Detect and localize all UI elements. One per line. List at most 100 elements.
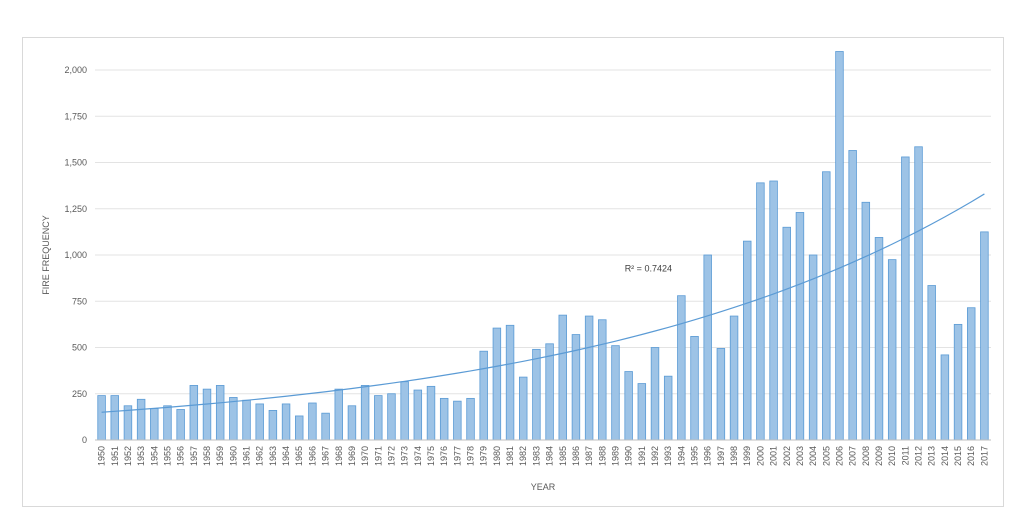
x-tick-label: 1974 (413, 446, 423, 466)
bar (808, 254, 818, 441)
y-tick-label: 1,500 (64, 158, 87, 168)
x-tick-label: 1998 (729, 446, 739, 466)
x-tick-label: 1955 (162, 446, 172, 466)
bar (97, 395, 106, 441)
bar (242, 399, 251, 441)
bar (927, 285, 936, 441)
bar (479, 350, 488, 441)
x-tick-label: 2015 (953, 446, 963, 466)
bar (558, 314, 567, 441)
gridlines (95, 69, 991, 395)
x-tick-label: 1952 (123, 446, 133, 466)
x-tick-label: 2005 (821, 446, 831, 466)
bar (347, 405, 357, 441)
x-tick-label: 1969 (347, 446, 357, 466)
y-tick-label: 2,000 (64, 65, 87, 75)
bar (308, 402, 317, 441)
bar (439, 397, 449, 441)
x-tick-label: 1967 (321, 446, 331, 466)
bar (874, 237, 884, 441)
x-tick-label: 2003 (795, 446, 805, 466)
y-tick-label: 1,750 (64, 111, 87, 121)
bar (426, 385, 436, 441)
bar (716, 348, 726, 441)
x-tick-label: 1992 (650, 446, 660, 466)
bar (887, 259, 897, 441)
bar (901, 156, 910, 441)
x-tick-label: 1971 (373, 446, 383, 466)
x-tick-label: 1991 (637, 446, 647, 466)
x-tick-label: 1978 (466, 446, 476, 466)
x-tick-label: 1981 (505, 446, 515, 466)
bars (97, 51, 989, 441)
x-tick-label: 1980 (492, 446, 502, 466)
bar (281, 403, 291, 441)
trendline (101, 193, 985, 413)
x-tick-label: 1963 (268, 446, 278, 466)
bar (848, 150, 857, 441)
x-tick-label: 1999 (742, 446, 752, 466)
x-tick-label: 1989 (610, 446, 620, 466)
x-tick-label: 1993 (663, 446, 673, 466)
bar (295, 415, 304, 441)
bar (584, 315, 594, 441)
y-tick-labels: 0 250 500 750 1,000 1,250 1,500 1,750 2,000 (64, 65, 87, 445)
bar (413, 389, 423, 441)
bar (505, 324, 515, 441)
x-tick-label: 1988 (597, 446, 607, 466)
bar (861, 201, 871, 441)
bar (400, 381, 409, 441)
y-tick-label: 500 (72, 343, 87, 353)
x-tick-labels: 1950 1951 1952 1953 1954 1955 1956 1957 1958 1959… (97, 446, 990, 466)
bar (835, 51, 844, 441)
bar (953, 323, 963, 441)
bar (611, 345, 620, 441)
x-tick-label: 1964 (281, 446, 291, 466)
x-tick-label: 1954 (149, 446, 159, 466)
bar (980, 231, 989, 441)
bar (189, 385, 199, 441)
x-tick-label: 1959 (215, 446, 225, 466)
bar (690, 335, 699, 441)
bar (637, 383, 647, 441)
x-tick-label: 1976 (439, 446, 449, 466)
bar (229, 397, 238, 441)
bar (360, 385, 370, 441)
y-tick-label: 1,250 (64, 204, 87, 214)
x-tick-label: 2014 (940, 446, 950, 466)
bar (136, 398, 146, 441)
bar (163, 405, 172, 441)
r-squared-annotation: R² = 0.7424 (625, 264, 672, 274)
bar (110, 395, 119, 441)
bar (466, 397, 475, 441)
fire-frequency-chart: 0 250 500 750 1,000 1,250 1,500 1,750 2,000 1950… (41, 51, 991, 492)
x-tick-label: 1957 (189, 446, 199, 466)
x-tick-label: 1982 (518, 446, 528, 466)
x-axis-title: YEAR (531, 482, 556, 492)
bar (492, 327, 502, 441)
x-tick-label: 2010 (887, 446, 897, 466)
x-tick-label: 1997 (716, 446, 726, 466)
bar (545, 343, 554, 441)
bar (334, 388, 343, 441)
x-tick-label: 1960 (228, 446, 238, 466)
x-tick-label: 1958 (202, 446, 212, 466)
bar (703, 254, 712, 441)
bar (967, 307, 976, 441)
x-tick-label: 1987 (584, 446, 594, 466)
x-tick-label: 1986 (571, 446, 581, 466)
y-axis-title: FIRE FREQUENCY (41, 215, 51, 295)
x-tick-label: 1950 (97, 446, 107, 466)
x-tick-label: 1990 (624, 446, 634, 466)
bar (453, 400, 462, 441)
bar (914, 146, 923, 441)
bar (176, 409, 185, 441)
x-tick-label: 1951 (110, 446, 120, 466)
bar (321, 412, 330, 441)
x-tick-label: 2017 (979, 446, 989, 466)
bar (268, 409, 278, 441)
x-tick-label: 1970 (360, 446, 370, 466)
x-tick-label: 1996 (703, 446, 713, 466)
x-tick-label: 1968 (334, 446, 344, 466)
x-tick-label: 2006 (834, 446, 844, 466)
